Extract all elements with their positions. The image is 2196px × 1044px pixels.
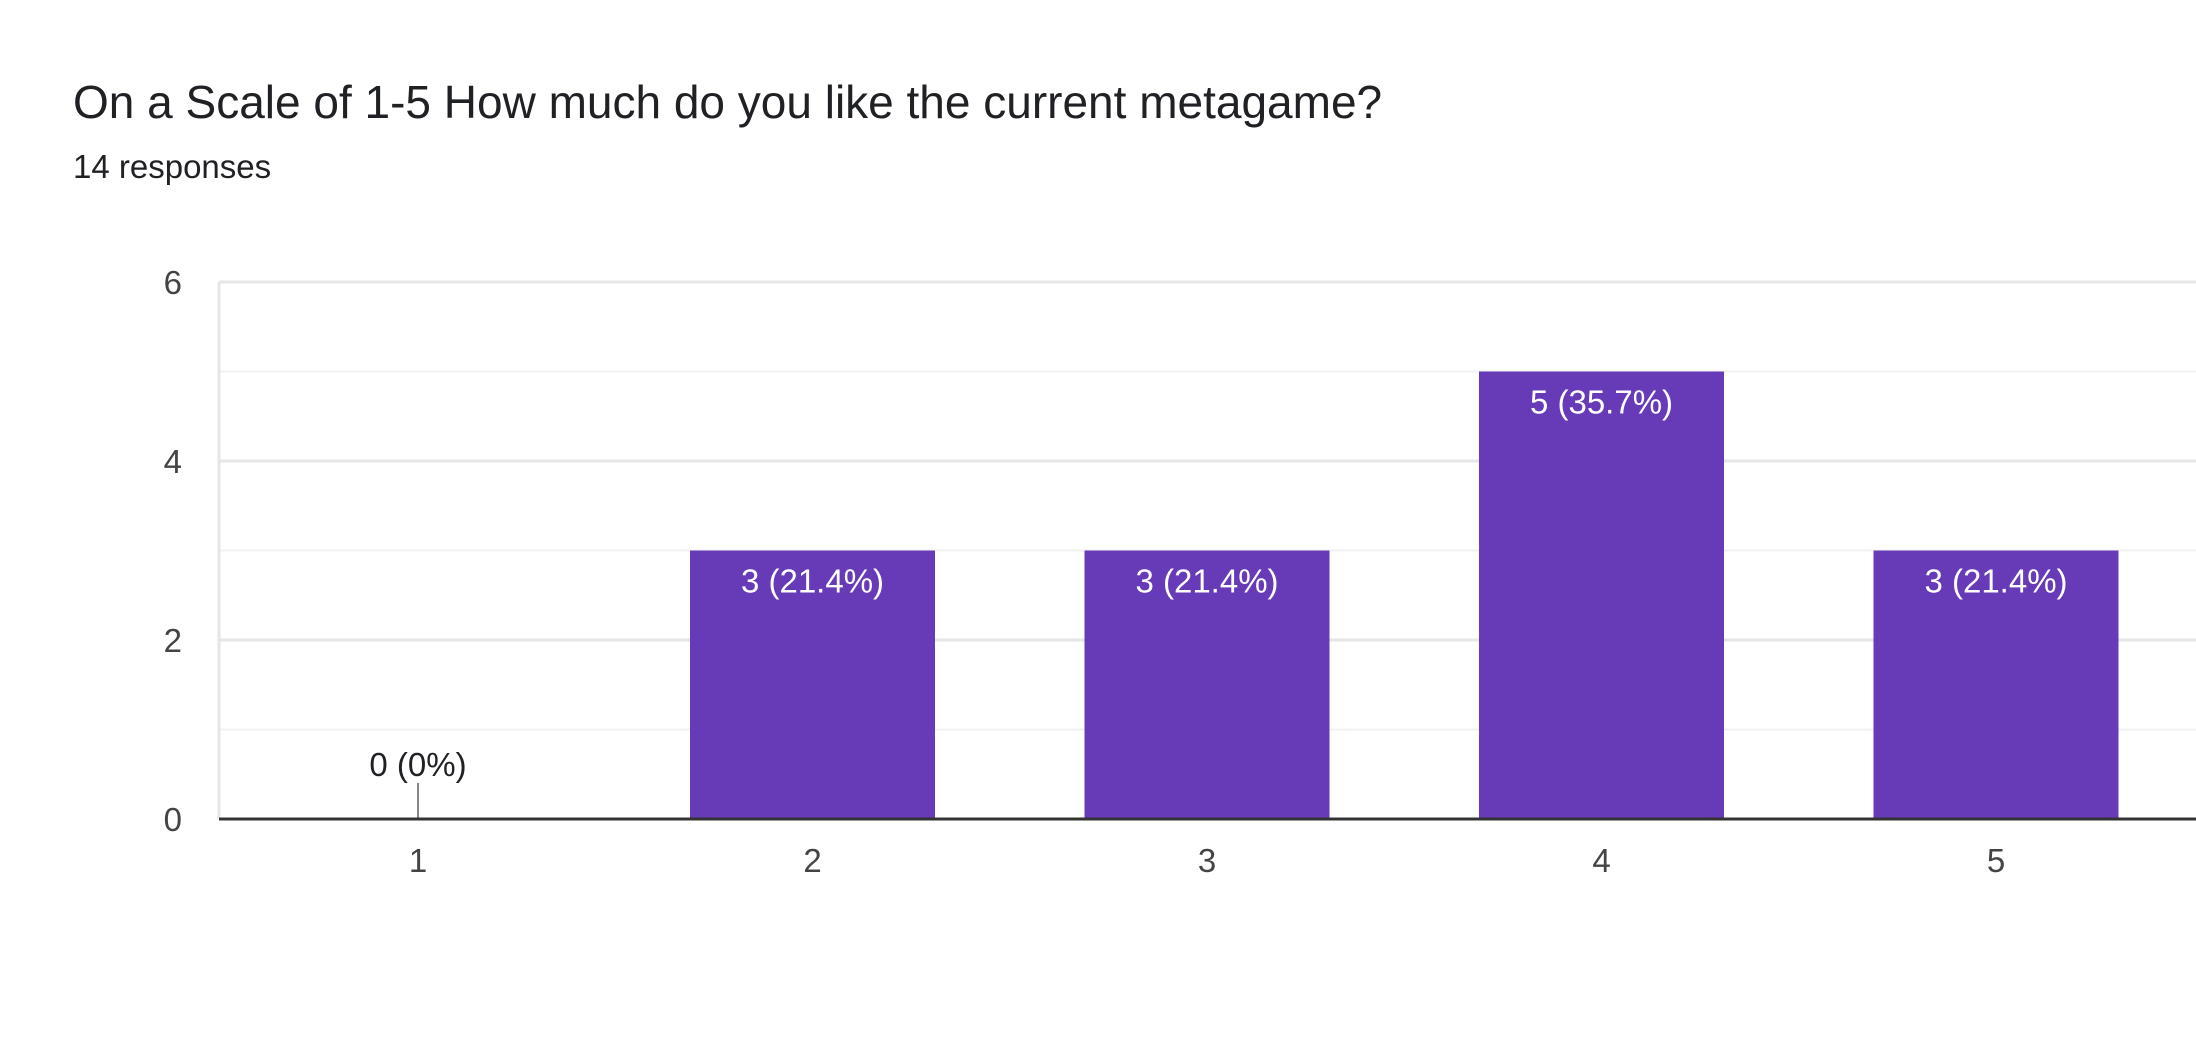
data-label-4: 5 (35.7%): [1530, 384, 1673, 421]
x-tick-label-1: 1: [409, 842, 427, 879]
data-label-5: 3 (21.4%): [1924, 563, 2067, 600]
x-tick-label-4: 4: [1592, 842, 1610, 879]
y-tick-label-2: 2: [164, 622, 182, 659]
y-tick-label-6: 6: [164, 264, 182, 301]
bars: [417, 371, 2119, 820]
axes: [217, 282, 2196, 821]
y-tick-label-4: 4: [164, 443, 182, 480]
labels: 0 (0%) 1 3 (21.4%) 2 3 (21.4%) 3 5 (35.7%) 4 3 (…: [164, 264, 2068, 879]
x-tick-label-3: 3: [1198, 842, 1216, 879]
bar-3[interactable]: [1084, 550, 1330, 820]
y-tick-label-0: 0: [164, 801, 182, 838]
bar-5[interactable]: [1873, 550, 2119, 820]
data-label-1: 0 (0%): [369, 746, 466, 783]
data-label-3: 3 (21.4%): [1135, 563, 1278, 600]
bar-4[interactable]: [1479, 371, 1724, 820]
x-tick-label-2: 2: [803, 842, 821, 879]
bar-2[interactable]: [690, 550, 935, 820]
question-title: On a Scale of 1-5 How much do you like t…: [73, 76, 1383, 128]
response-count: 14 responses: [73, 148, 272, 185]
data-label-2: 3 (21.4%): [741, 563, 884, 600]
x-tick-label-5: 5: [1987, 842, 2005, 879]
